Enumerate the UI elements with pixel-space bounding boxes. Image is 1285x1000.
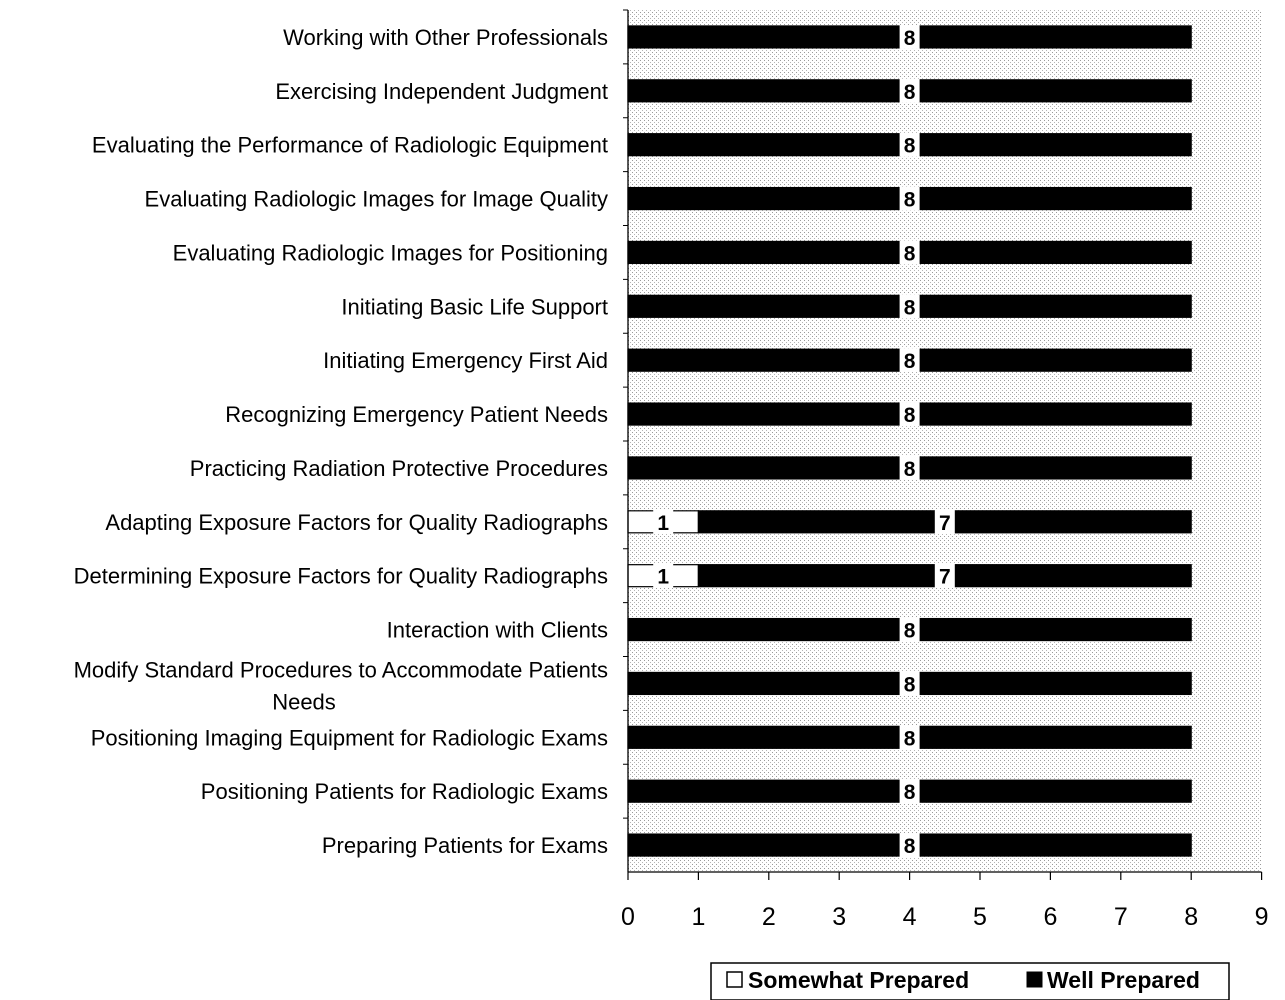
- category-label-11: Determining Exposure Factors for Quality…: [74, 564, 608, 589]
- data-label-well-prepared-12: 8: [904, 620, 916, 643]
- legend-label-somewhat-prepared: Somewhat Prepared: [748, 967, 969, 993]
- category-label-8: Recognizing Emergency Patient Needs: [225, 402, 608, 427]
- data-label-somewhat-prepared-11: 1: [657, 566, 669, 589]
- category-label-13: Modify Standard Procedures to Accommodat…: [74, 657, 608, 714]
- category-label-3: Evaluating the Performance of Radiologic…: [92, 133, 608, 158]
- data-label-well-prepared-3: 8: [904, 135, 916, 158]
- data-label-bg-well-prepared-13: [899, 671, 920, 696]
- x-axis: 0 1 2 3 4 5 6 7 8 9: [621, 9, 1269, 931]
- category-label-2: Exercising Independent Judgment: [275, 79, 608, 104]
- data-label-bg-well-prepared-15: [899, 779, 920, 804]
- bar-layer: 8 8 8 8 8 8 8 8 8 1 7 1 7 8 8 8 8 8: [627, 24, 1192, 858]
- category-label-15: Positioning Patients for Radiologic Exam…: [201, 779, 608, 804]
- data-label-well-prepared-8: 8: [904, 404, 916, 427]
- data-label-bg-well-prepared-5: [899, 240, 920, 265]
- category-label-14: Positioning Imaging Equipment for Radiol…: [91, 725, 608, 750]
- category-label-1: Working with Other Professionals: [283, 25, 608, 50]
- data-label-well-prepared-1: 8: [904, 27, 916, 50]
- data-label-bg-well-prepared-2: [899, 78, 920, 103]
- data-label-bg-well-prepared-8: [899, 402, 920, 427]
- data-label-bg-well-prepared-6: [899, 294, 920, 319]
- x-tick-label-2: 2: [762, 903, 776, 931]
- legend: Somewhat Prepared Well Prepared: [710, 962, 1230, 1000]
- data-label-well-prepared-4: 8: [904, 189, 916, 212]
- category-label-16: Preparing Patients for Exams: [322, 833, 608, 858]
- data-label-bg-well-prepared-10: [934, 509, 955, 534]
- category-label-6: Initiating Basic Life Support: [341, 294, 608, 319]
- data-label-bg-well-prepared-3: [899, 132, 920, 157]
- legend-label-well-prepared: Well Prepared: [1047, 967, 1200, 993]
- x-tick-label-4: 4: [903, 903, 917, 931]
- data-label-well-prepared-6: 8: [904, 296, 916, 319]
- legend-swatch-somewhat-prepared: [726, 971, 743, 988]
- data-label-bg-well-prepared-14: [899, 725, 920, 750]
- data-label-well-prepared-7: 8: [904, 350, 916, 373]
- data-label-well-prepared-10: 7: [939, 512, 951, 535]
- data-label-bg-somewhat-prepared-11: [653, 563, 674, 588]
- legend-swatch-well-prepared: [1026, 971, 1043, 988]
- x-tick-label-8: 8: [1184, 903, 1198, 931]
- x-tick-label-9: 9: [1255, 903, 1269, 931]
- data-label-well-prepared-15: 8: [904, 781, 916, 804]
- x-tick-label-1: 1: [691, 903, 705, 931]
- data-label-bg-well-prepared-16: [899, 833, 920, 858]
- data-label-bg-well-prepared-9: [899, 455, 920, 480]
- data-label-bg-somewhat-prepared-10: [653, 509, 674, 534]
- data-label-somewhat-prepared-10: 1: [657, 512, 669, 535]
- category-label-10: Adapting Exposure Factors for Quality Ra…: [105, 510, 608, 535]
- category-label-7: Initiating Emergency First Aid: [323, 348, 608, 373]
- x-tick-label-0: 0: [621, 903, 635, 931]
- x-tick-label-3: 3: [832, 903, 846, 931]
- data-label-bg-well-prepared-1: [899, 24, 920, 49]
- category-label-9: Practicing Radiation Protective Procedur…: [190, 456, 608, 481]
- data-label-well-prepared-16: 8: [904, 835, 916, 858]
- data-label-bg-well-prepared-11: [934, 563, 955, 588]
- x-tick-label-7: 7: [1114, 903, 1128, 931]
- category-label-4: Evaluating Radiologic Images for Image Q…: [145, 187, 608, 212]
- data-label-well-prepared-13: 8: [904, 673, 916, 696]
- data-label-well-prepared-2: 8: [904, 81, 916, 104]
- data-label-well-prepared-5: 8: [904, 242, 916, 265]
- data-label-bg-well-prepared-4: [899, 186, 920, 211]
- category-label-12: Interaction with Clients: [387, 618, 608, 643]
- x-tick-label-5: 5: [973, 903, 987, 931]
- legend-box: [710, 962, 1230, 1000]
- data-label-well-prepared-9: 8: [904, 458, 916, 481]
- data-label-bg-well-prepared-7: [899, 348, 920, 373]
- category-label-5: Evaluating Radiologic Images for Positio…: [173, 240, 608, 265]
- category-labels: Working with Other Professionals Exercisi…: [74, 25, 608, 858]
- x-tick-label-6: 6: [1043, 903, 1057, 931]
- data-label-well-prepared-11: 7: [939, 566, 951, 589]
- data-label-well-prepared-14: 8: [904, 727, 916, 750]
- data-label-bg-well-prepared-12: [899, 617, 920, 642]
